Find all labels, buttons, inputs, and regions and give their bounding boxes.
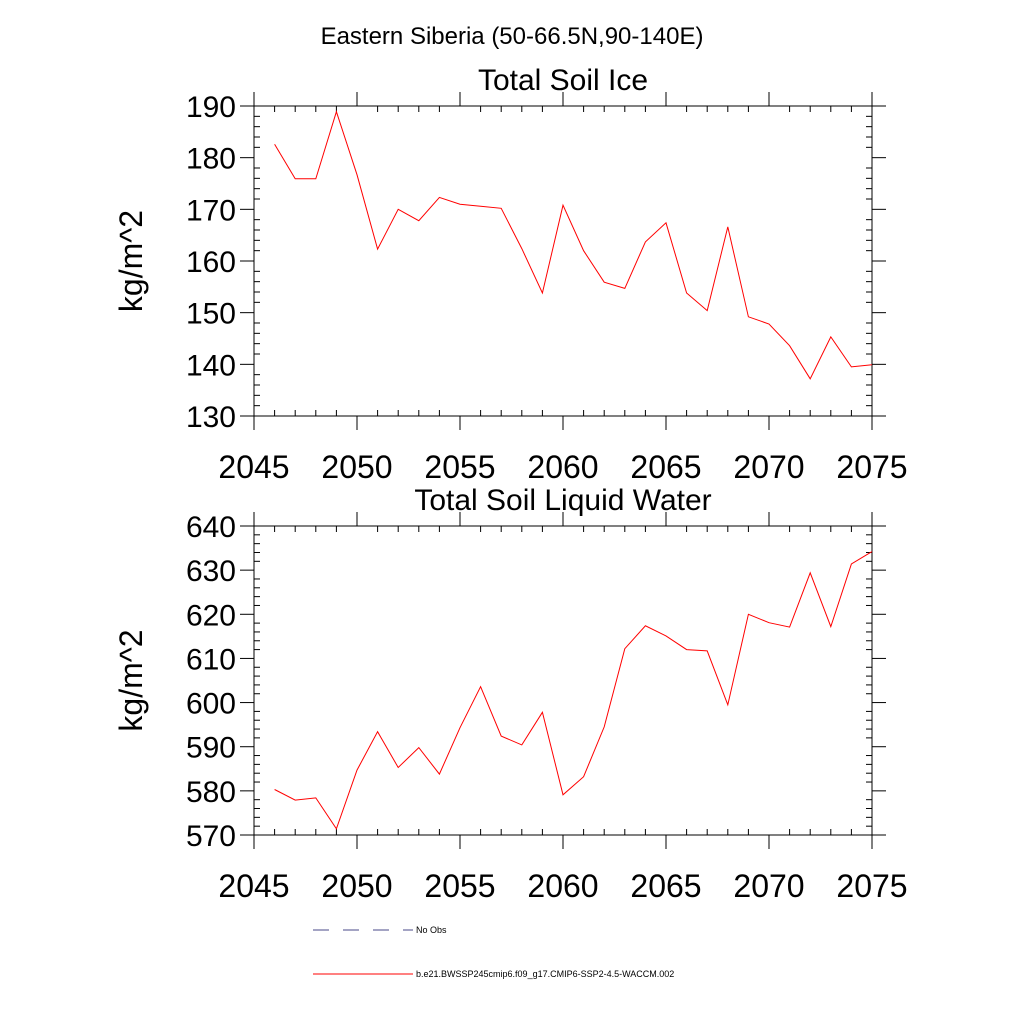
- soil-liquid-water-x-tick-label: 2050: [321, 868, 392, 904]
- soil-ice-x-tick-label: 2045: [218, 449, 289, 485]
- soil-liquid-water-x-tick-label: 2075: [836, 868, 907, 904]
- soil-ice-y-axis-label: kg/m^2: [113, 210, 149, 312]
- soil-liquid-water-x-tick-label: 2045: [218, 868, 289, 904]
- soil-liquid-water-y-tick-label: 580: [186, 776, 236, 809]
- soil-liquid-water-y-axis-label: kg/m^2: [113, 629, 149, 731]
- soil-ice-x-tick-label: 2055: [424, 449, 495, 485]
- soil-ice-y-tick-label: 190: [186, 91, 236, 124]
- soil-ice-title: Total Soil Ice: [478, 64, 648, 97]
- soil-liquid-water-x-tick-label: 2070: [733, 868, 804, 904]
- soil-ice-y-tick-label: 170: [186, 194, 236, 227]
- soil-liquid-water-x-tick-label: 2060: [527, 868, 598, 904]
- soil-ice-y-tick-label: 140: [186, 349, 236, 382]
- legend: No Obs b.e21.BWSSP245cmip6.f09_g17.CMIP6…: [313, 925, 674, 979]
- soil-ice-y-tick-label: 150: [186, 298, 236, 331]
- soil-liquid-water-x-tick-label: 2065: [630, 868, 701, 904]
- soil-ice-y-tick-label: 130: [186, 401, 236, 434]
- soil-liquid-water-y-tick-label: 570: [186, 820, 236, 853]
- soil-liquid-water-x-tick-label: 2055: [424, 868, 495, 904]
- soil-liquid-water-y-tick-label: 620: [186, 599, 236, 632]
- soil-ice-x-tick-label: 2065: [630, 449, 701, 485]
- soil-ice-y-tick-label: 180: [186, 143, 236, 176]
- soil-ice-x-tick-label: 2070: [733, 449, 804, 485]
- soil-liquid-water-y-tick-label: 590: [186, 732, 236, 765]
- soil-liquid-water-panel: 2045 2050 2055 2060 2065 2070 2075 570 580 590 600…: [113, 484, 908, 904]
- soil-ice-y-tick-label: 160: [186, 246, 236, 279]
- soil-ice-x-tick-label: 2050: [321, 449, 392, 485]
- soil-liquid-water-y-tick-label: 600: [186, 688, 236, 721]
- soil-liquid-water-plot-frame: [253, 525, 873, 836]
- legend-label-model: b.e21.BWSSP245cmip6.f09_g17.CMIP6-SSP2-4…: [416, 969, 674, 979]
- legend-label-no-obs: No Obs: [416, 925, 447, 935]
- figure-title: Eastern Siberia (50-66.5N,90-140E): [321, 23, 704, 50]
- soil-liquid-water-y-tick-label: 640: [186, 511, 236, 544]
- soil-ice-series-line: [274, 110, 873, 380]
- soil-ice-x-tick-label: 2075: [836, 449, 907, 485]
- soil-ice-plot-frame: [253, 105, 873, 417]
- soil-ice-x-tick-label: 2060: [527, 449, 598, 485]
- soil-liquid-water-y-tick-label: 630: [186, 555, 236, 588]
- soil-liquid-water-y-tick-label: 610: [186, 643, 236, 676]
- soil-liquid-water-series-line: [274, 551, 873, 830]
- soil-ice-panel: 2045 2050 2055 2060 2065 2070 2075 130 140 150 160…: [113, 64, 908, 485]
- soil-liquid-water-title: Total Soil Liquid Water: [414, 484, 711, 517]
